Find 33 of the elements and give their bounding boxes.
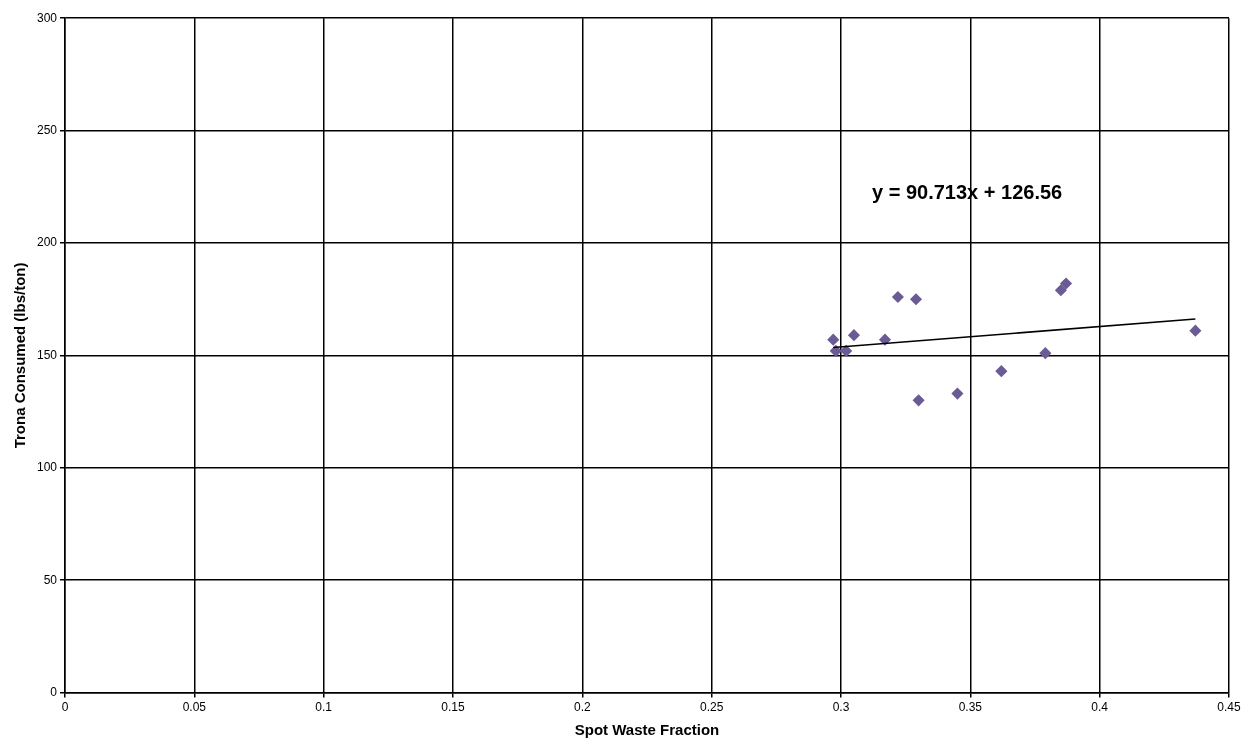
y-axis-title: Trona Consumed (lbs/ton) [11, 262, 29, 449]
point [1189, 324, 1202, 337]
y-tick-label: 200 [36, 235, 58, 250]
y-tick-label: 100 [36, 460, 58, 475]
point [830, 345, 842, 357]
x-tick-label: 0.15 [441, 700, 466, 715]
x-tick-label: 0.2 [574, 700, 592, 715]
point [840, 345, 852, 357]
y-tick-label: 0 [50, 684, 58, 699]
x-tick-label: 0.4 [1091, 700, 1109, 715]
x-tick-label: 0.45 [1217, 700, 1241, 715]
point [912, 394, 925, 407]
point [1039, 347, 1052, 359]
x-tick-label: 0.25 [700, 700, 724, 715]
x-tick-label: 0.05 [182, 700, 207, 715]
y-tick-label: 150 [36, 347, 58, 362]
point [951, 387, 964, 400]
x-tick-label: 0 [61, 700, 69, 715]
y-tick-label: 250 [36, 122, 58, 137]
y-tick-label: 300 [36, 10, 58, 25]
x-tick-label: 0.3 [832, 700, 850, 715]
point [1060, 277, 1072, 290]
point [848, 329, 860, 341]
point [910, 293, 922, 305]
x-axis-title: Spot Waste Fraction [574, 721, 720, 739]
x-tick-label: 0.35 [958, 700, 983, 715]
point [995, 365, 1008, 377]
point [1055, 284, 1067, 296]
y-tick-label: 50 [43, 572, 58, 587]
point [827, 333, 839, 346]
x-tick-label: 0.1 [315, 700, 333, 715]
point [879, 333, 891, 346]
point [892, 291, 904, 303]
